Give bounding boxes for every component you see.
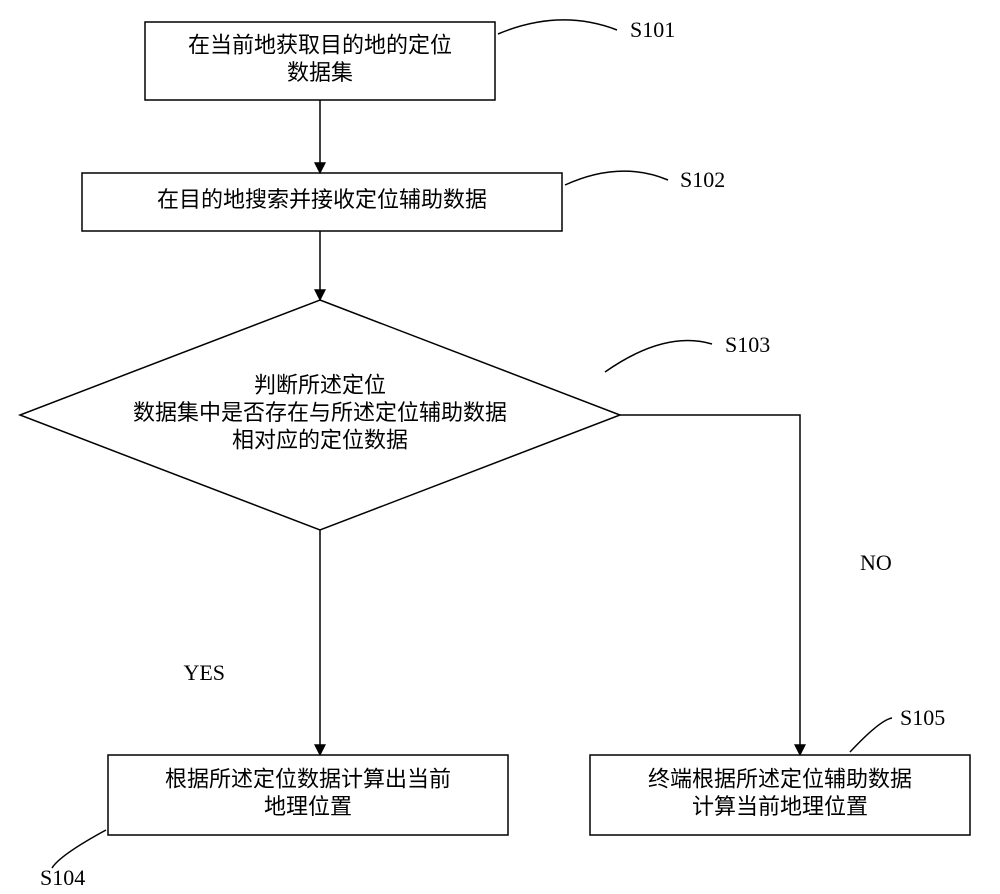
flowchart-edge-s103-s104: YES (183, 530, 320, 755)
svg-text:S105: S105 (900, 705, 945, 730)
svg-text:地理位置: 地理位置 (264, 794, 352, 819)
svg-text:数据集中是否存在与所述定位辅助数据: 数据集中是否存在与所述定位辅助数据 (133, 400, 507, 425)
svg-text:计算当前地理位置: 计算当前地理位置 (692, 794, 868, 819)
flowchart-node-s102: 在目的地搜索并接收定位辅助数据 S102 (82, 167, 725, 231)
svg-text:在当前地获取目的地的定位: 在当前地获取目的地的定位 (188, 32, 452, 57)
svg-text:终端根据所述定位辅助数据: 终端根据所述定位辅助数据 (648, 766, 912, 791)
svg-text:S103: S103 (725, 332, 770, 357)
flowchart-edge-s103-s105: NO (620, 415, 892, 755)
flowchart-node-s104: 根据所述定位数据计算出当前地理位置 S104 (40, 755, 508, 890)
svg-text:YES: YES (183, 660, 225, 685)
svg-text:数据集: 数据集 (287, 60, 353, 85)
svg-text:判断所述定位: 判断所述定位 (254, 373, 386, 398)
svg-text:S104: S104 (40, 865, 85, 890)
svg-text:根据所述定位数据计算出当前: 根据所述定位数据计算出当前 (165, 766, 451, 791)
svg-text:在目的地搜索并接收定位辅助数据: 在目的地搜索并接收定位辅助数据 (157, 187, 487, 212)
flowchart-node-s105: 终端根据所述定位辅助数据计算当前地理位置 S105 (590, 705, 970, 835)
flowchart-node-s101: 在当前地获取目的地的定位数据集 S101 (145, 17, 675, 100)
svg-text:S101: S101 (630, 17, 675, 42)
svg-text:NO: NO (860, 550, 892, 575)
svg-text:相对应的定位数据: 相对应的定位数据 (232, 428, 408, 453)
svg-text:S102: S102 (680, 167, 725, 192)
